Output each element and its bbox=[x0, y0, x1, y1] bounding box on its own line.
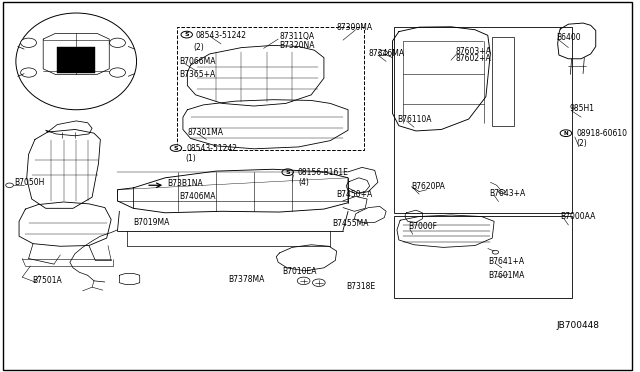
Ellipse shape bbox=[16, 13, 136, 110]
Text: B7378MA: B7378MA bbox=[228, 275, 265, 284]
Text: B73B1NA: B73B1NA bbox=[167, 179, 203, 188]
Ellipse shape bbox=[20, 38, 36, 47]
Text: 87603+A: 87603+A bbox=[456, 47, 492, 56]
Text: B7501A: B7501A bbox=[32, 276, 61, 285]
Circle shape bbox=[6, 183, 13, 187]
Bar bbox=[394, 216, 572, 298]
Circle shape bbox=[181, 31, 193, 38]
Text: B7010EA: B7010EA bbox=[283, 267, 317, 276]
Text: B7318E: B7318E bbox=[346, 282, 375, 291]
Ellipse shape bbox=[109, 68, 125, 77]
Ellipse shape bbox=[109, 38, 125, 47]
Text: B7066MA: B7066MA bbox=[179, 57, 216, 66]
Text: B7641+A: B7641+A bbox=[488, 257, 524, 266]
Text: 87311QA: 87311QA bbox=[280, 32, 315, 41]
Text: (2): (2) bbox=[577, 139, 588, 148]
Text: B7406MA: B7406MA bbox=[180, 192, 216, 201]
Text: (1): (1) bbox=[186, 154, 196, 163]
Text: B7050H: B7050H bbox=[14, 178, 44, 187]
Text: 87300MA: 87300MA bbox=[337, 23, 372, 32]
Text: B7601MA: B7601MA bbox=[488, 271, 524, 280]
Circle shape bbox=[170, 145, 182, 151]
Text: B7643+A: B7643+A bbox=[489, 189, 525, 198]
Text: 87346MA: 87346MA bbox=[369, 49, 404, 58]
Text: B7000AA: B7000AA bbox=[560, 212, 596, 221]
Text: 08156-B161E: 08156-B161E bbox=[298, 169, 349, 177]
Text: 985H1: 985H1 bbox=[569, 105, 594, 113]
Circle shape bbox=[282, 169, 293, 176]
Text: (2): (2) bbox=[194, 43, 204, 52]
Bar bbox=[177, 27, 364, 150]
Circle shape bbox=[499, 190, 505, 193]
Bar bbox=[57, 46, 95, 73]
Text: 87602+A: 87602+A bbox=[456, 54, 491, 63]
Circle shape bbox=[312, 279, 325, 286]
Circle shape bbox=[378, 50, 387, 55]
Text: 08543-51242: 08543-51242 bbox=[186, 144, 237, 153]
Text: B7000F: B7000F bbox=[408, 222, 436, 231]
Circle shape bbox=[492, 250, 499, 254]
Circle shape bbox=[560, 130, 572, 137]
Text: N: N bbox=[564, 131, 568, 136]
Bar bbox=[394, 27, 572, 213]
Circle shape bbox=[297, 277, 310, 285]
Text: 08918-60610: 08918-60610 bbox=[576, 129, 627, 138]
Text: B7365+A: B7365+A bbox=[179, 70, 215, 79]
Text: 87301MA: 87301MA bbox=[188, 128, 223, 137]
Text: B7320NA: B7320NA bbox=[280, 41, 315, 50]
Text: B7450+A: B7450+A bbox=[337, 190, 373, 199]
Ellipse shape bbox=[20, 68, 36, 77]
Bar bbox=[492, 37, 515, 126]
Text: S: S bbox=[173, 145, 179, 151]
Text: B7019MA: B7019MA bbox=[133, 218, 170, 227]
Text: B76110A: B76110A bbox=[397, 115, 431, 124]
Text: B6400: B6400 bbox=[556, 33, 581, 42]
Text: 08543-51242: 08543-51242 bbox=[196, 31, 246, 40]
Text: B7455MA: B7455MA bbox=[332, 219, 369, 228]
Text: S: S bbox=[285, 170, 290, 175]
Text: S: S bbox=[184, 32, 189, 37]
Text: JB700448: JB700448 bbox=[556, 321, 600, 330]
Text: B7620PA: B7620PA bbox=[412, 182, 445, 190]
Text: (4): (4) bbox=[298, 178, 309, 187]
